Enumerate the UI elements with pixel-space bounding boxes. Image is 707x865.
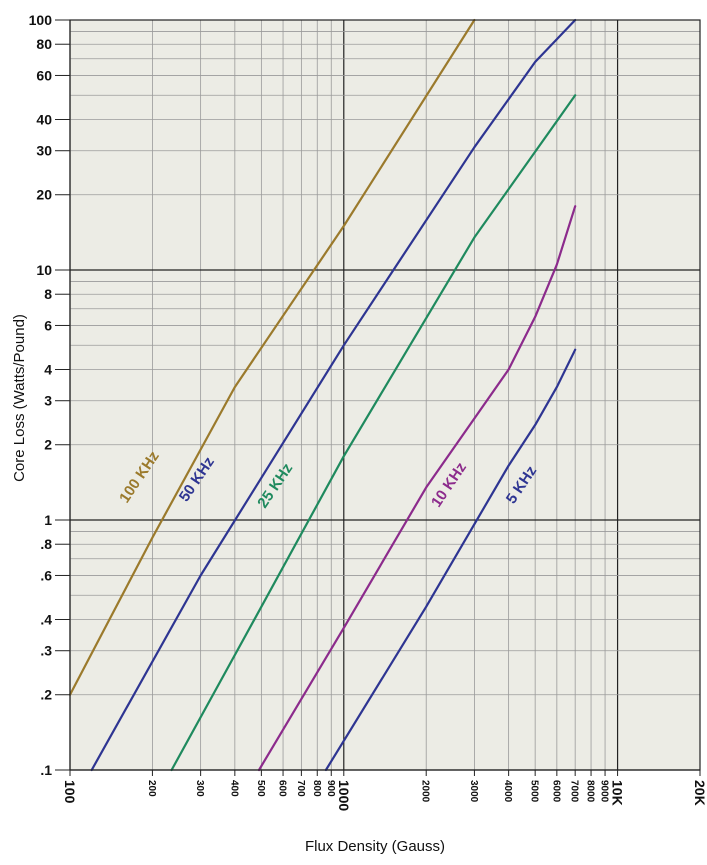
y-tick-label: 4 (44, 361, 52, 377)
y-tick-label: 2 (44, 437, 52, 453)
x-tick-label: 1000 (336, 780, 352, 811)
y-tick-label: .6 (40, 567, 52, 583)
x-tick-label: 7000 (569, 780, 580, 803)
x-tick-label: 500 (255, 780, 266, 797)
y-tick-label: 20 (36, 187, 52, 203)
y-tick-label: 30 (36, 143, 52, 159)
x-tick-labels: 100 200 300 400 500 600 700 800 900 1000 2000 3000 4… (62, 770, 707, 811)
x-tick-label: 9000 (599, 780, 610, 803)
y-tick-label: 10 (36, 262, 52, 278)
y-tick-label: 100 (29, 12, 53, 28)
y-tick-label: 40 (36, 111, 52, 127)
x-tick-label: 400 (228, 780, 239, 797)
y-tick-label: 3 (44, 393, 52, 409)
y-tick-label: .2 (40, 687, 52, 703)
series-line (170, 94, 577, 772)
y-tick-label: .3 (40, 643, 52, 659)
y-tick-label: 60 (36, 67, 52, 83)
x-tick-label: 300 (194, 780, 205, 797)
plot-background (70, 20, 700, 770)
x-tick-label: 20K (692, 780, 707, 806)
y-tick-labels: .1 .2 .3 .4 .6 .8 1 2 3 4 6 8 10 20 30 40 60 80 100 (29, 12, 70, 778)
x-tick-label: 10K (610, 780, 626, 806)
series-line (324, 348, 577, 772)
y-tick-label: .4 (40, 611, 52, 627)
x-tick-label: 800 (311, 780, 322, 797)
x-tick-label: 900 (325, 780, 336, 797)
x-tick-label: 600 (277, 780, 288, 797)
series-line (257, 205, 577, 772)
x-tick-label: 100 (62, 780, 78, 804)
y-axis-title: Core Loss (Watts/Pound) (11, 314, 28, 482)
plot-border (69, 19, 701, 771)
x-tick-label: 3000 (468, 780, 479, 803)
x-tick-label: 700 (295, 780, 306, 797)
x-tick-label: 200 (146, 780, 157, 797)
y-tick-label: .1 (40, 762, 52, 778)
y-tick-label: 8 (44, 286, 52, 302)
series-line (90, 18, 577, 772)
x-tick-label: 5000 (529, 780, 540, 803)
grid (69, 20, 701, 771)
x-tick-label: 8000 (585, 780, 596, 803)
x-tick-label: 4000 (502, 780, 513, 803)
x-axis-title: Flux Density (Gauss) (305, 838, 445, 855)
y-tick-label: 80 (36, 36, 52, 52)
x-tick-label: 2000 (420, 780, 431, 803)
y-tick-label: 1 (44, 512, 52, 528)
x-tick-label: 6000 (550, 780, 561, 803)
y-tick-label: .8 (40, 536, 52, 552)
series-line (68, 18, 476, 696)
y-tick-label: 6 (44, 317, 52, 333)
